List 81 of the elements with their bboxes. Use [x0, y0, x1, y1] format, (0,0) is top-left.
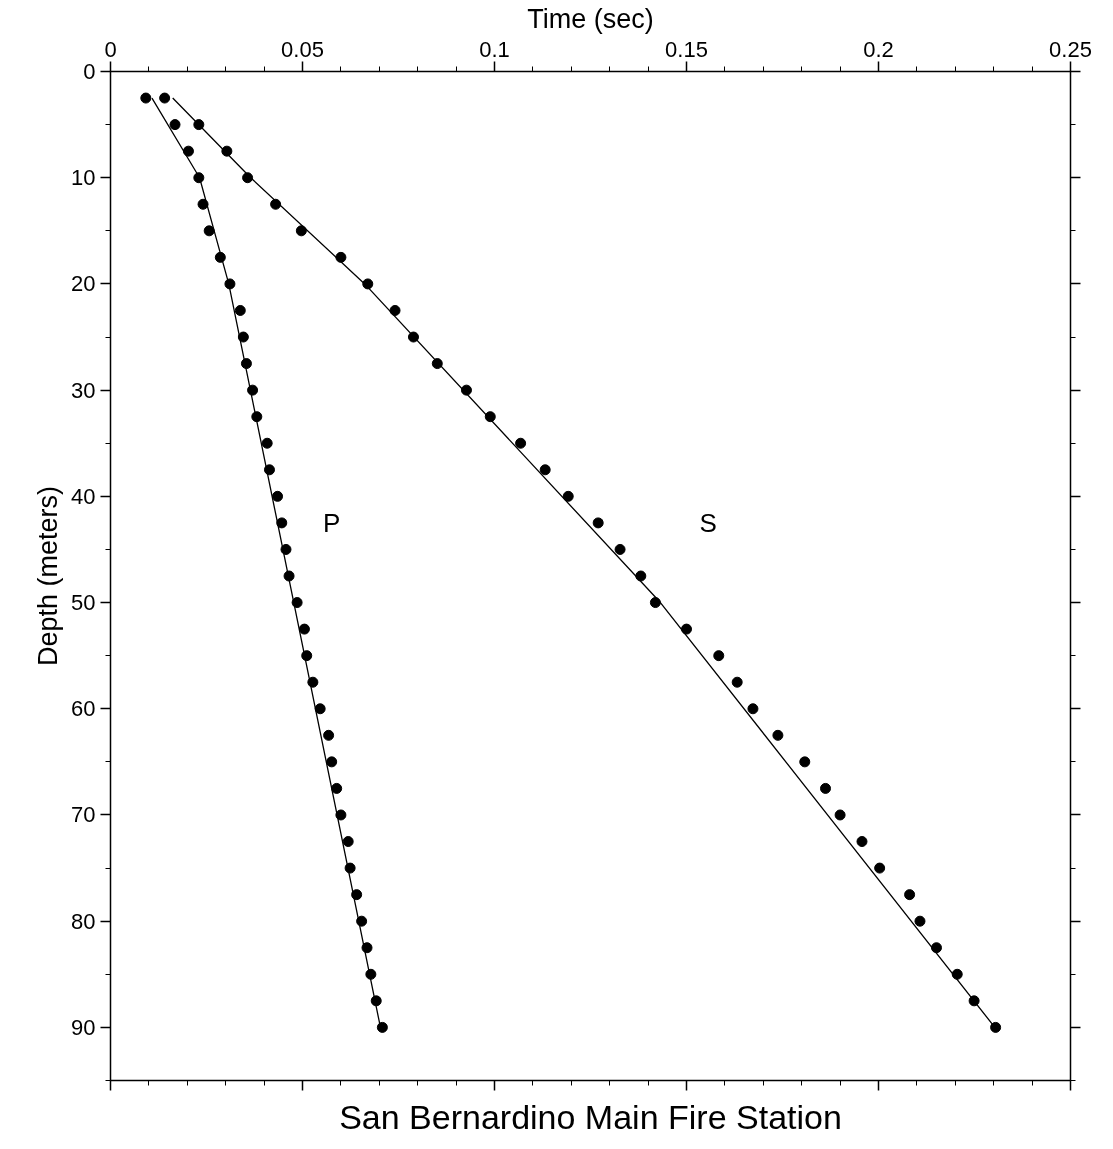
text: San Bernardino Main Fire Station	[339, 1097, 842, 1136]
point	[614, 543, 626, 555]
point	[140, 92, 152, 104]
point	[772, 729, 784, 741]
point	[280, 543, 292, 555]
point	[356, 915, 368, 927]
series-label: P	[323, 507, 341, 538]
point	[326, 756, 338, 768]
y-axis-title: Depth (meters)	[33, 485, 64, 667]
point	[431, 358, 443, 370]
point	[820, 782, 832, 794]
point	[342, 836, 354, 848]
point	[272, 490, 284, 502]
point	[193, 119, 205, 131]
x-tick-label: 0.25	[1049, 36, 1092, 62]
point	[951, 968, 963, 980]
point	[291, 597, 303, 609]
point	[635, 570, 647, 582]
point	[169, 119, 181, 131]
x-axis-title: Time (sec)	[527, 3, 654, 34]
point	[298, 623, 310, 635]
y-tick-label: 50	[71, 590, 96, 616]
point	[681, 623, 692, 635]
point	[182, 145, 194, 157]
point	[361, 942, 373, 954]
y-tick-label: 80	[71, 908, 96, 934]
point	[351, 889, 363, 901]
point	[592, 517, 604, 529]
point	[240, 358, 252, 370]
point	[261, 437, 273, 449]
x-tick-label: 0.15	[665, 36, 708, 62]
point	[270, 198, 282, 210]
point	[276, 517, 288, 529]
point	[914, 915, 926, 927]
x-tick-label: 0.05	[281, 36, 324, 62]
point	[263, 464, 275, 476]
y-tick-label: 90	[71, 1014, 96, 1040]
y-tick-label: 30	[71, 377, 96, 403]
point	[799, 756, 811, 768]
point	[159, 92, 171, 104]
point	[251, 411, 263, 423]
y-tick-label: 70	[71, 802, 96, 828]
point	[314, 703, 326, 715]
point	[834, 809, 846, 821]
point	[323, 729, 335, 741]
point	[203, 225, 215, 237]
y-tick-label: 40	[71, 483, 96, 509]
point	[747, 703, 759, 715]
point	[904, 889, 916, 901]
point	[376, 1021, 388, 1033]
point	[301, 650, 313, 662]
point	[197, 198, 209, 210]
y-tick-label: 0	[83, 59, 96, 84]
point	[874, 862, 886, 874]
point	[242, 172, 254, 184]
point	[389, 304, 401, 316]
point	[295, 225, 307, 237]
point	[990, 1021, 1002, 1033]
point	[515, 437, 527, 449]
point	[335, 251, 347, 263]
x-tick-label: 0	[104, 36, 117, 62]
point	[247, 384, 259, 396]
point	[331, 782, 343, 794]
point	[562, 490, 574, 502]
point	[484, 411, 496, 423]
point	[713, 650, 725, 662]
point	[539, 464, 551, 476]
point	[237, 331, 249, 343]
point	[930, 942, 942, 954]
point	[731, 676, 743, 688]
x-tick-label: 0.2	[863, 36, 894, 62]
point	[460, 384, 472, 396]
point	[856, 836, 868, 848]
y-tick-label: 10	[71, 165, 96, 191]
point	[649, 597, 661, 609]
text: S	[699, 507, 717, 538]
point	[214, 251, 226, 263]
point	[234, 304, 246, 316]
y-tick-label: 60	[71, 696, 96, 722]
y-tick-label: 20	[71, 271, 96, 297]
x-tick-label: 0.1	[479, 36, 510, 62]
